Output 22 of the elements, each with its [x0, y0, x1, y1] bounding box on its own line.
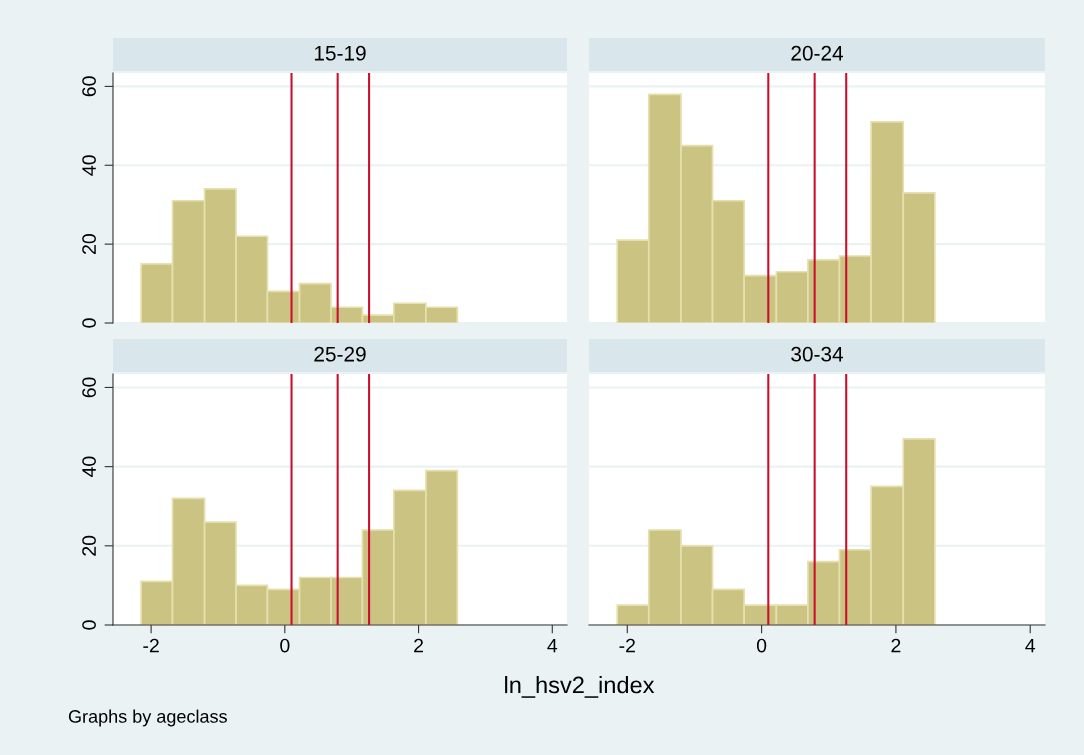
- x-tick-label: 4: [1025, 638, 1036, 653]
- chart-title: 25-29: [314, 346, 366, 362]
- x-tick-label: 2: [891, 638, 901, 653]
- x-tick-label: 4: [547, 638, 558, 653]
- chart-title: 30-34: [791, 346, 844, 362]
- y-tick-label: 20: [82, 234, 96, 254]
- y-tick-label: 20: [82, 535, 96, 556]
- text: Graphs by ageclass: [68, 709, 227, 727]
- y-tick-label: 40: [82, 456, 96, 478]
- y-tick-label: 60: [82, 76, 96, 97]
- x-tick-label: 0: [756, 638, 767, 653]
- y-tick-label: 60: [82, 377, 96, 398]
- x-tick-label: -2: [619, 638, 635, 653]
- x-tick-label: -2: [143, 638, 159, 653]
- x-tick-label: 0: [280, 638, 290, 653]
- chart-title: 20-24: [791, 45, 844, 61]
- y-tick-label: 0: [82, 318, 96, 328]
- x-tick-label: 2: [414, 638, 423, 653]
- y-tick-label: 40: [82, 155, 96, 176]
- y-tick-label: 0: [82, 620, 96, 630]
- x-axis-title: ln_hsv2_index: [505, 675, 655, 698]
- chart-title: 15-19: [314, 45, 366, 61]
